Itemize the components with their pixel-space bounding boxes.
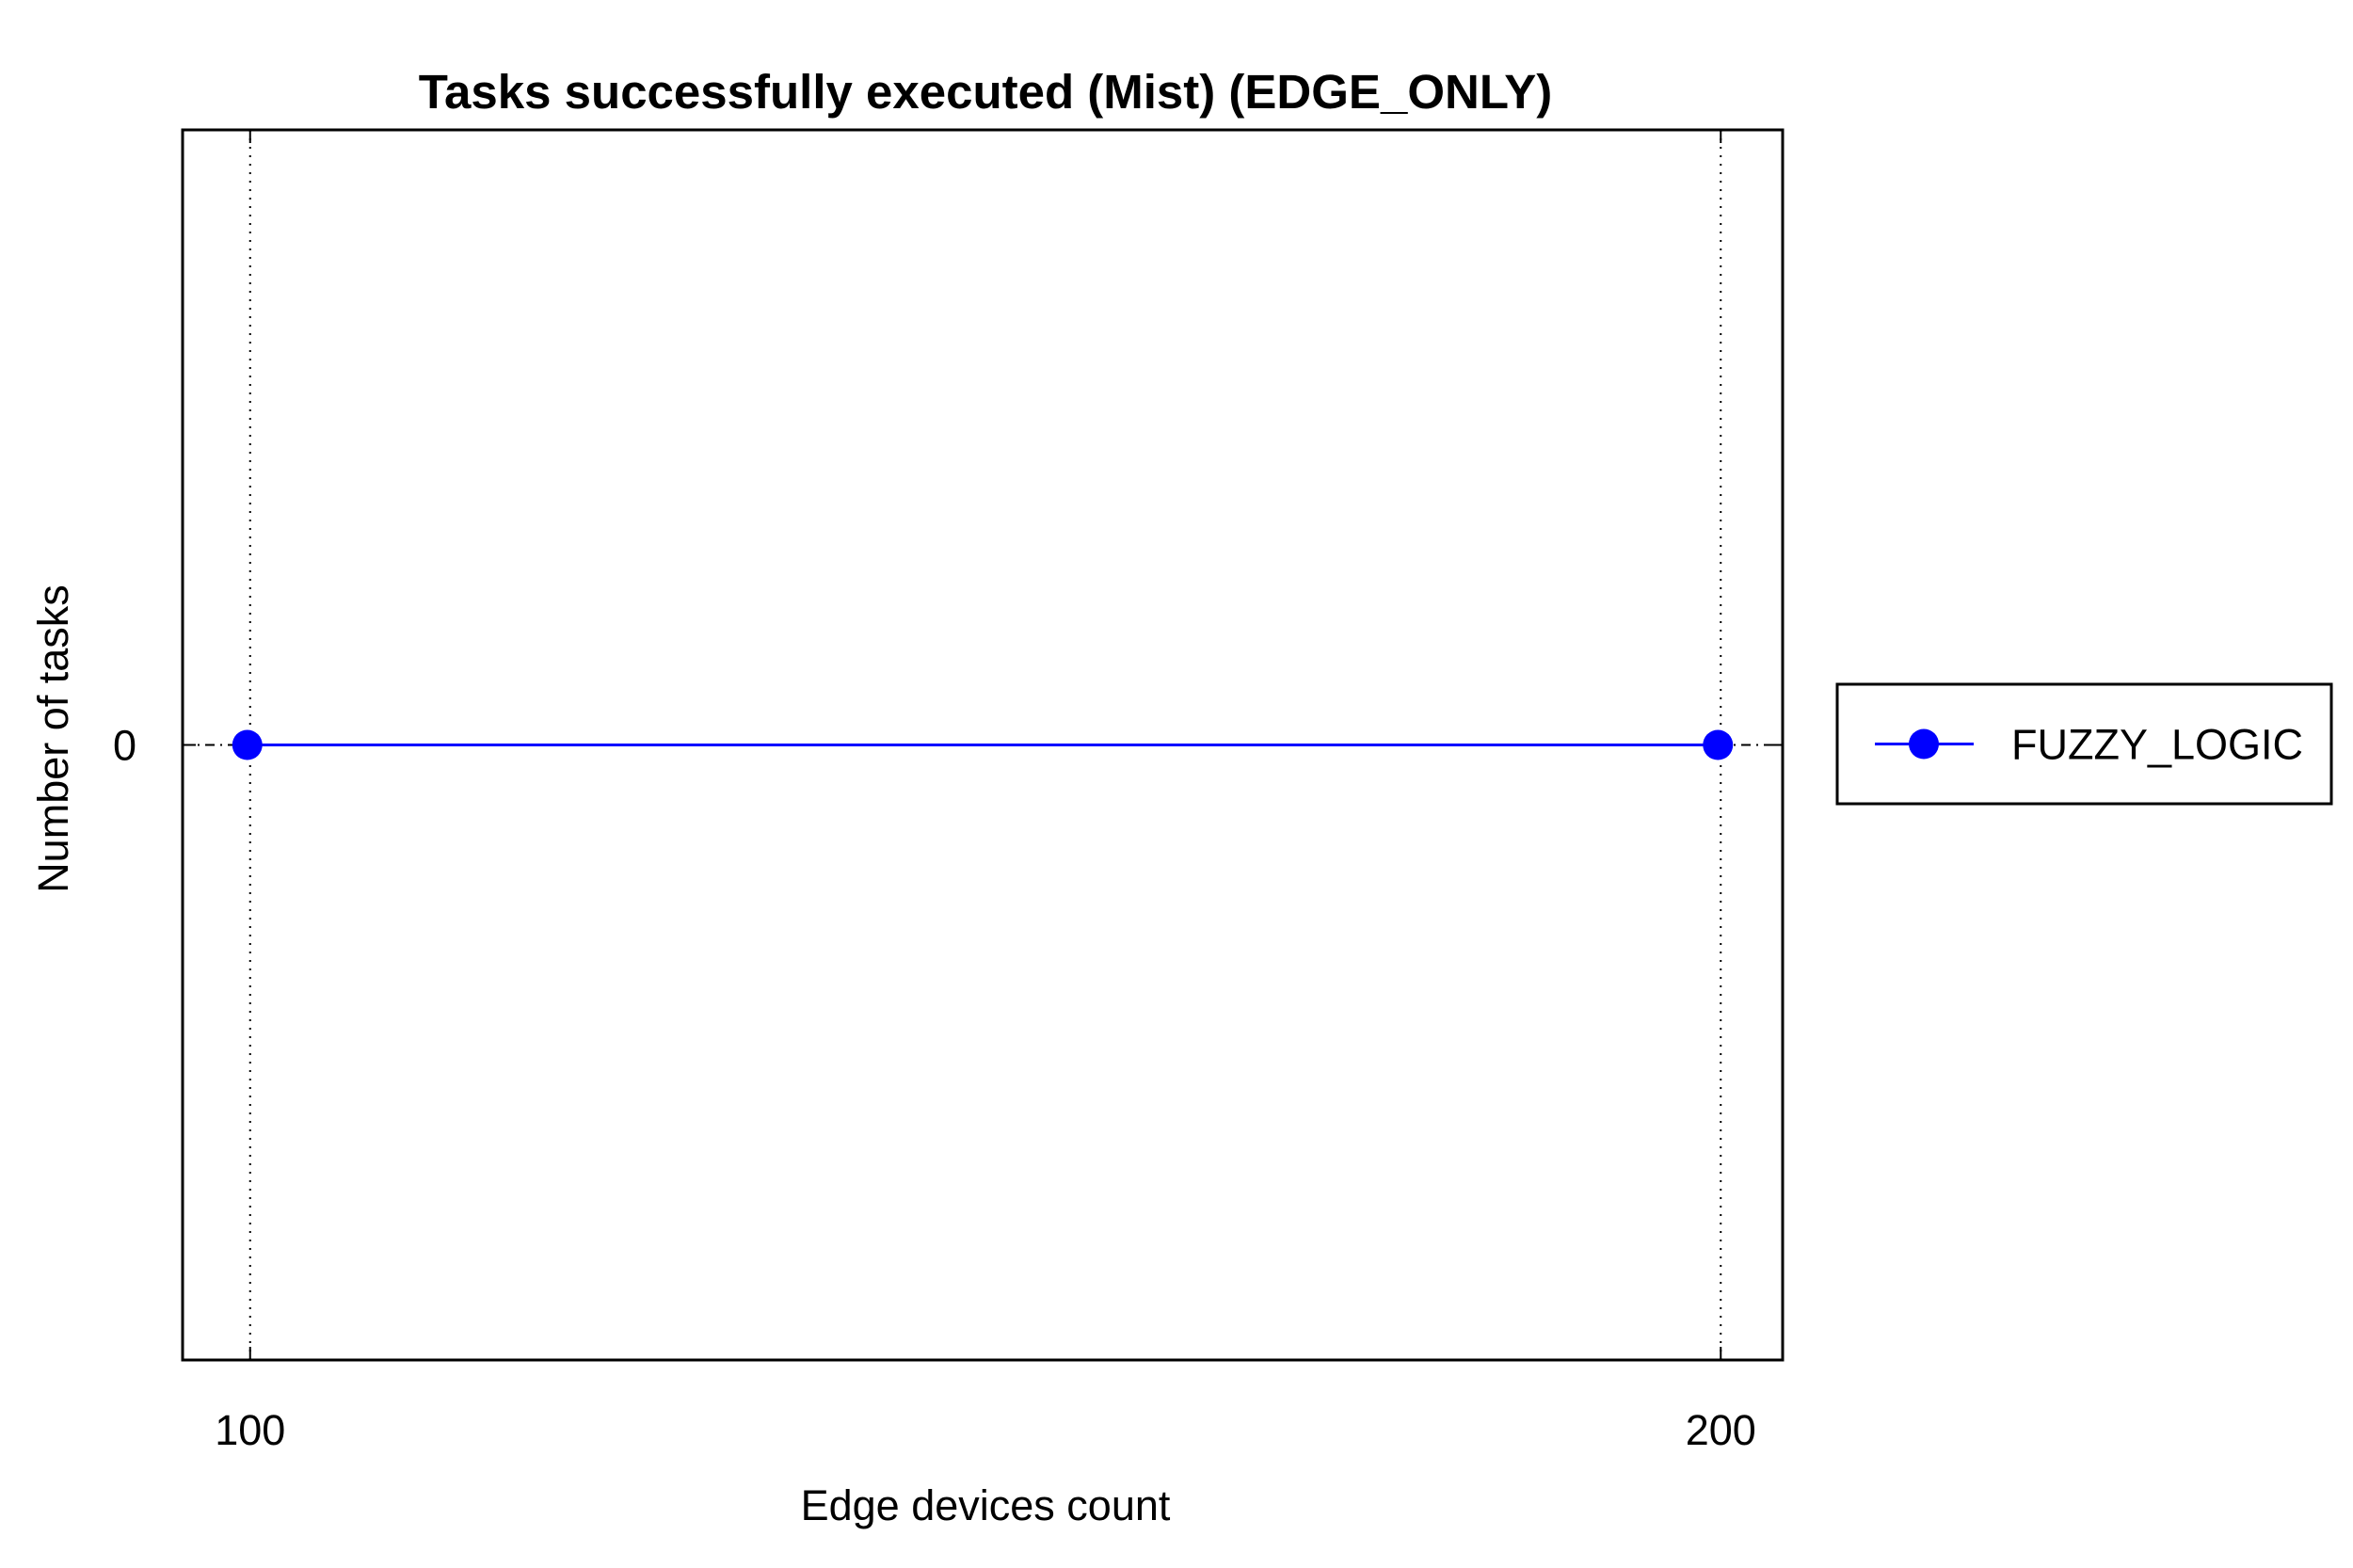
series-layer: [232, 729, 1734, 760]
legend: FUZZY_LOGIC: [1835, 682, 2333, 806]
data-point: [1703, 729, 1734, 760]
x-axis-label: Edge devices count: [801, 1481, 1171, 1529]
chart-title: Tasks successfully executed (Mist) (EDGE…: [419, 65, 1553, 119]
tick-layer: 100 200 0: [113, 130, 1783, 1454]
y-axis-label: Number of tasks: [29, 584, 77, 893]
legend-marker: [1909, 728, 1939, 760]
y-tick-label: 0: [113, 722, 136, 770]
x-tick-label: 100: [215, 1406, 285, 1454]
data-point: [232, 729, 263, 760]
legend-label: FUZZY_LOGIC: [2011, 721, 2303, 769]
x-tick-label: 200: [1686, 1406, 1756, 1454]
